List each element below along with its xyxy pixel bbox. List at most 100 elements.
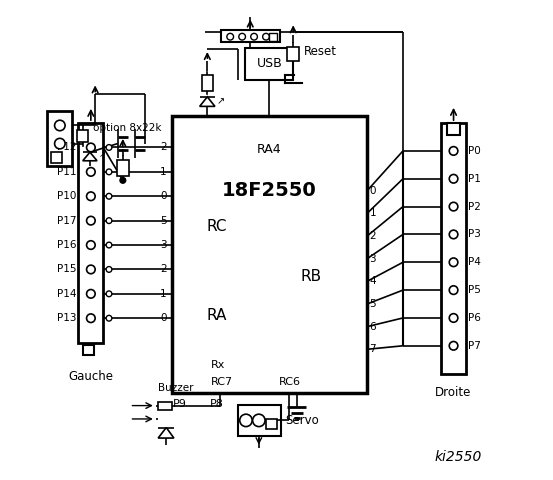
Text: RA4: RA4 [257, 143, 281, 156]
Circle shape [106, 291, 112, 297]
Circle shape [106, 218, 112, 224]
Text: 1: 1 [160, 289, 167, 299]
Circle shape [87, 143, 95, 152]
Circle shape [106, 144, 112, 150]
Text: 1: 1 [160, 167, 167, 177]
Text: RA: RA [207, 308, 227, 323]
Text: P12: P12 [57, 143, 76, 153]
Polygon shape [83, 152, 97, 161]
Circle shape [263, 34, 269, 40]
Text: 18F2550: 18F2550 [222, 181, 317, 200]
Text: RC7: RC7 [211, 377, 233, 386]
Text: P6: P6 [468, 313, 481, 323]
Circle shape [106, 266, 112, 272]
Circle shape [106, 242, 112, 248]
Text: P10: P10 [57, 191, 76, 201]
Bar [221, 31, 280, 42]
Text: 7: 7 [369, 344, 376, 354]
Bar [288, 47, 299, 61]
Text: P4: P4 [468, 257, 481, 267]
Bar [117, 160, 128, 176]
Bar [79, 123, 103, 343]
Text: 5: 5 [160, 216, 167, 226]
Text: P11: P11 [57, 167, 76, 177]
Text: Servo: Servo [285, 414, 319, 427]
Bar [238, 405, 281, 436]
Circle shape [87, 265, 95, 274]
Circle shape [87, 289, 95, 298]
Text: RB: RB [301, 269, 322, 284]
Circle shape [87, 314, 95, 323]
Circle shape [106, 193, 112, 199]
Bar [447, 123, 460, 135]
Text: 5: 5 [369, 299, 376, 309]
Text: P5: P5 [468, 285, 481, 295]
Bar [51, 152, 62, 163]
Circle shape [106, 315, 112, 321]
Text: 3: 3 [369, 253, 376, 264]
Text: 3: 3 [160, 240, 167, 250]
Text: P16: P16 [57, 240, 76, 250]
Circle shape [449, 202, 458, 211]
Bar [83, 345, 93, 355]
Bar [202, 75, 213, 91]
Text: Gauche: Gauche [69, 370, 113, 383]
Text: 6: 6 [369, 322, 376, 332]
Text: RC: RC [207, 219, 227, 234]
Bar [266, 419, 276, 430]
Circle shape [449, 146, 458, 155]
Circle shape [239, 34, 246, 40]
Text: P0: P0 [468, 146, 481, 156]
Text: P15: P15 [57, 264, 76, 275]
Text: Rx: Rx [211, 360, 225, 370]
Text: 0: 0 [369, 186, 376, 196]
Bar [48, 111, 72, 166]
Text: P3: P3 [468, 229, 481, 240]
Circle shape [227, 34, 233, 40]
Circle shape [55, 138, 65, 149]
Bar [441, 123, 466, 373]
Polygon shape [158, 428, 174, 438]
Text: P1: P1 [468, 174, 481, 184]
Circle shape [449, 341, 458, 350]
Text: 4: 4 [369, 276, 376, 286]
Circle shape [449, 174, 458, 183]
Text: Reset: Reset [304, 45, 337, 58]
Circle shape [240, 414, 252, 427]
Circle shape [449, 313, 458, 322]
Circle shape [251, 34, 257, 40]
Text: P13: P13 [57, 313, 76, 323]
Circle shape [87, 168, 95, 176]
Text: P7: P7 [468, 341, 481, 351]
Text: ↗: ↗ [99, 150, 106, 159]
Text: option 8x22k: option 8x22k [93, 122, 162, 132]
Text: P14: P14 [57, 289, 76, 299]
Circle shape [120, 178, 126, 183]
Circle shape [253, 414, 265, 427]
Bar [269, 34, 277, 41]
Text: Buzzer: Buzzer [158, 383, 194, 393]
Text: RC6: RC6 [279, 377, 301, 386]
Circle shape [87, 216, 95, 225]
Text: 0: 0 [160, 313, 167, 323]
Bar [158, 402, 173, 410]
Circle shape [55, 120, 65, 131]
Bar [246, 48, 293, 80]
Text: USB: USB [257, 58, 282, 71]
Bar [77, 130, 88, 143]
Bar [171, 116, 367, 393]
Circle shape [87, 192, 95, 201]
Text: 1: 1 [369, 208, 376, 218]
Circle shape [449, 286, 458, 294]
Text: 2: 2 [160, 143, 167, 153]
Circle shape [449, 230, 458, 239]
Text: 2: 2 [160, 264, 167, 275]
Circle shape [449, 258, 458, 266]
Text: P2: P2 [468, 202, 481, 212]
Circle shape [106, 169, 112, 175]
Text: P17: P17 [57, 216, 76, 226]
Text: P9: P9 [173, 399, 187, 408]
Text: 0: 0 [160, 191, 167, 201]
Text: Droite: Droite [435, 386, 472, 399]
Circle shape [87, 241, 95, 249]
